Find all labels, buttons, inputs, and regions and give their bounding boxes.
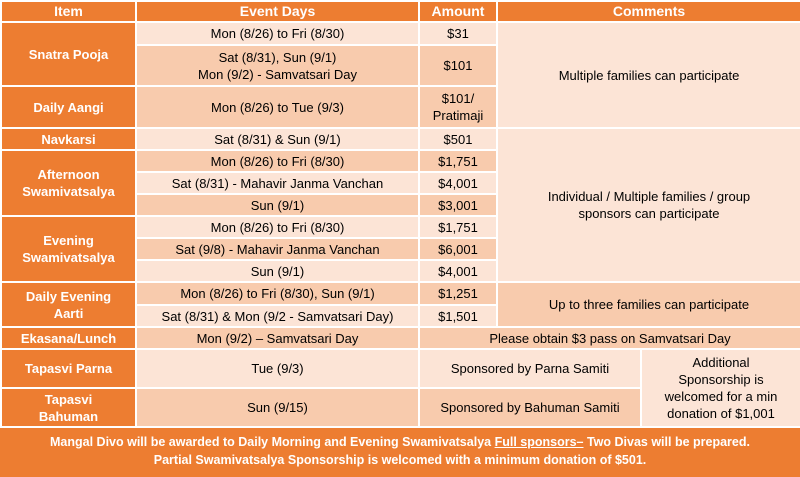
event-days: Sat (8/31) & Sun (9/1) xyxy=(135,127,420,151)
event-days: Mon (8/26) to Fri (8/30) xyxy=(135,149,420,173)
amount: $101/ Pratimaji xyxy=(418,85,498,129)
comment: Up to three families can participate xyxy=(495,281,800,328)
amount: $1,751 xyxy=(418,149,498,173)
footer-line: Mangal Divo will be awarded to Daily Mor… xyxy=(0,433,800,451)
amount: $6,001 xyxy=(418,237,498,261)
amount: $1,251 xyxy=(418,281,498,306)
amount: $31 xyxy=(418,21,498,46)
amount: $101 xyxy=(418,44,498,87)
header: Event Days xyxy=(135,0,420,23)
comment: Please obtain $3 pass on Samvatsari Day xyxy=(417,326,800,350)
event-days: Mon (8/26) to Fri (8/30) xyxy=(135,215,420,239)
comment: Multiple families can participate xyxy=(495,21,800,129)
event-days: Mon (9/2) – Samvatsari Day xyxy=(135,326,420,350)
amount: $3,001 xyxy=(418,193,498,217)
amount: $1,501 xyxy=(418,304,498,328)
sponsorship-table: Item Event Days Amount Comments Snatra P… xyxy=(0,0,800,428)
footer-text: Two Divas will be prepared. xyxy=(583,435,750,449)
item: Daily Aangi xyxy=(0,85,137,129)
header: Comments xyxy=(495,0,800,23)
event-days: Mon (8/26) to Fri (8/30) xyxy=(135,21,420,46)
amount: $4,001 xyxy=(418,171,498,195)
item: Evening Swamivatsalya xyxy=(0,215,137,283)
event-days: Sat (8/31), Sun (9/1) Mon (9/2) - Samvat… xyxy=(135,44,420,87)
item: Snatra Pooja xyxy=(0,21,137,87)
footer-underlined: Full sponsors– xyxy=(494,435,584,449)
item: Tapasvi Parna xyxy=(0,348,137,389)
event-days: Sun (9/1) xyxy=(135,259,420,283)
event-days: Tue (9/3) xyxy=(135,348,420,389)
comment: Sponsored by Bahuman Samiti xyxy=(418,387,642,428)
footer-line: Partial Swamivatsalya Sponsorship is wel… xyxy=(153,453,647,467)
item: Tapasvi Bahuman xyxy=(0,387,137,428)
comment: Additional Sponsorship is welcomed for a… xyxy=(639,348,800,428)
footer-text: Mangal Divo will be awarded to Daily Mor… xyxy=(50,435,495,449)
item: Navkarsi xyxy=(0,127,137,151)
comment: Sponsored by Parna Samiti xyxy=(418,348,642,389)
event-days: Sun (9/15) xyxy=(135,387,420,428)
header: Item xyxy=(0,0,137,23)
event-days: Mon (8/26) to Fri (8/30), Sun (9/1) xyxy=(135,281,420,306)
event-days: Sat (8/31) - Mahavir Janma Vanchan xyxy=(135,171,420,195)
event-days: Sat (9/8) - Mahavir Janma Vanchan xyxy=(135,237,420,261)
comment: Individual / Multiple families / group s… xyxy=(495,127,800,283)
item: Ekasana/Lunch xyxy=(0,326,137,350)
event-days: Mon (8/26) to Tue (9/3) xyxy=(135,85,420,129)
item: Daily Evening Aarti xyxy=(0,281,137,328)
item: Afternoon Swamivatsalya xyxy=(0,149,137,217)
event-days: Sun (9/1) xyxy=(135,193,420,217)
header: Amount xyxy=(418,0,498,23)
amount: $1,751 xyxy=(418,215,498,239)
amount: $4,001 xyxy=(418,259,498,283)
amount: $501 xyxy=(418,127,498,151)
footer: Mangal Divo will be awarded to Daily Mor… xyxy=(0,428,800,477)
event-days: Sat (8/31) & Mon (9/2 - Samvatsari Day) xyxy=(135,304,420,328)
